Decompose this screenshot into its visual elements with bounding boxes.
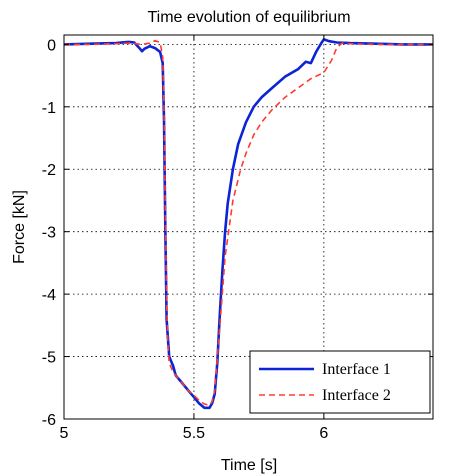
series-line-interface-1 (63, 38, 433, 410)
x-tick-label: 5 (60, 425, 69, 442)
y-axis-label: Force [kN] (11, 190, 28, 264)
legend: Interface 1 Interface 2 (249, 350, 431, 414)
y-tick-label: -1 (42, 100, 56, 117)
series-lines (63, 38, 433, 410)
y-tick-label: -2 (42, 162, 56, 179)
plot-frame (63, 34, 434, 420)
legend-box (249, 350, 431, 414)
y-tick-label: -3 (42, 225, 56, 242)
x-tick-label: 6 (319, 425, 328, 442)
legend-label-interface-2: Interface 2 (322, 387, 391, 404)
y-tick-label: -5 (42, 350, 56, 367)
x-tick-label: 5.5 (183, 425, 205, 442)
y-tick-label: -4 (42, 287, 56, 304)
x-axis-label: Time [s] (221, 457, 277, 474)
axis-ticks: 5 5.5 6 0 -1 -2 -3 -4 -5 -6 (42, 35, 433, 442)
y-tick-label: -6 (42, 412, 56, 429)
chart-title: Time evolution of equilibrium (147, 9, 350, 26)
legend-label-interface-1: Interface 1 (322, 361, 391, 378)
series-line-interface-2 (64, 39, 433, 407)
y-tick-label: 0 (47, 37, 56, 54)
